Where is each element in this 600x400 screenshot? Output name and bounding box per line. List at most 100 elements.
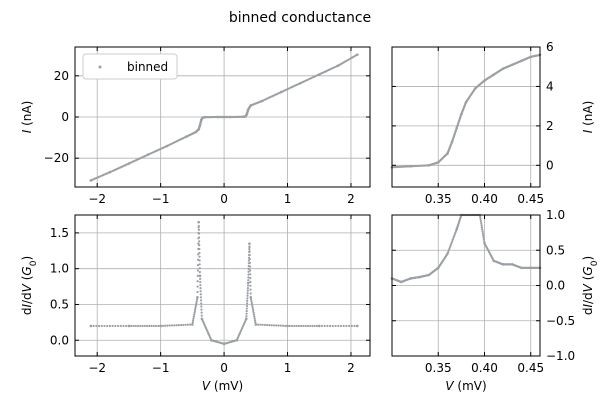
data-point xyxy=(248,250,251,253)
data-point xyxy=(451,240,454,243)
data-point xyxy=(450,242,453,245)
series-binned xyxy=(89,220,359,346)
data-point xyxy=(125,324,128,328)
series-binned xyxy=(390,213,542,284)
data-point xyxy=(196,280,199,283)
data-point xyxy=(122,324,125,328)
data-point xyxy=(290,324,294,328)
data-point xyxy=(195,302,198,305)
data-point xyxy=(108,324,111,328)
data-point xyxy=(177,324,180,327)
data-point xyxy=(317,324,321,328)
axes-frame xyxy=(74,214,371,357)
data-point xyxy=(168,324,171,327)
data-point xyxy=(196,274,199,277)
data-point xyxy=(253,319,257,322)
data-point xyxy=(309,324,312,328)
data-point xyxy=(198,267,201,270)
data-point xyxy=(448,247,451,250)
data-point xyxy=(198,263,201,266)
data-point xyxy=(249,273,252,276)
data-point xyxy=(481,232,484,235)
data-point xyxy=(481,228,484,231)
data-point xyxy=(479,217,482,221)
data-point xyxy=(249,284,252,287)
data-point xyxy=(453,235,456,238)
data-point xyxy=(247,273,250,276)
data-point xyxy=(281,324,285,327)
data-point xyxy=(245,312,248,315)
data-point xyxy=(132,324,135,328)
data-point xyxy=(159,324,162,328)
data-point xyxy=(483,240,486,243)
x-tick-label: 0 xyxy=(220,192,228,206)
data-point xyxy=(198,274,202,278)
data-point xyxy=(200,308,203,311)
data-point xyxy=(127,324,131,328)
data-point xyxy=(97,324,101,328)
data-point xyxy=(199,280,202,284)
data-point xyxy=(320,324,324,328)
data-point xyxy=(246,299,249,302)
data-point xyxy=(199,290,202,293)
data-point xyxy=(247,270,250,273)
data-point xyxy=(284,324,287,327)
data-point xyxy=(480,225,483,229)
data-point xyxy=(197,228,200,231)
x-tick-label: 2 xyxy=(347,361,355,375)
y-tick-label: −0.5 xyxy=(546,314,575,328)
data-point xyxy=(199,299,203,302)
x-tick-label: 0.35 xyxy=(425,361,452,375)
data-point xyxy=(199,277,202,281)
data-point xyxy=(182,323,185,327)
data-point xyxy=(199,287,202,290)
data-point xyxy=(254,321,257,324)
data-point xyxy=(244,317,248,321)
data-point xyxy=(479,219,482,223)
data-point xyxy=(339,324,343,328)
data-point xyxy=(288,324,291,328)
data-point xyxy=(192,315,195,318)
data-point xyxy=(198,251,201,254)
data-point xyxy=(152,324,155,328)
data-point xyxy=(197,236,201,239)
data-point xyxy=(95,324,98,328)
data-point xyxy=(198,244,201,247)
data-point xyxy=(246,294,249,297)
data-point xyxy=(200,302,203,305)
x-axis-label: V (mV) xyxy=(202,379,243,393)
data-point xyxy=(446,252,449,256)
data-point xyxy=(482,234,485,237)
data-point xyxy=(248,261,252,264)
data-point xyxy=(116,324,120,328)
data-point xyxy=(449,243,452,247)
data-point xyxy=(251,303,254,307)
data-point xyxy=(198,259,201,262)
data-point xyxy=(331,324,334,328)
data-point xyxy=(315,324,319,328)
data-point xyxy=(175,324,178,327)
x-tick-label: −1 xyxy=(152,361,170,375)
x-tick-label: −2 xyxy=(88,361,106,375)
y-tick-label: −1.0 xyxy=(546,349,575,363)
data-point xyxy=(356,53,359,56)
x-tick-label: 1 xyxy=(284,361,292,375)
data-point xyxy=(326,324,329,328)
data-point xyxy=(246,297,249,300)
data-point xyxy=(100,324,103,328)
data-point xyxy=(286,324,289,328)
data-point xyxy=(200,311,203,314)
data-point xyxy=(189,323,192,326)
data-point xyxy=(248,265,252,268)
data-point xyxy=(313,324,316,328)
data-point xyxy=(295,324,298,328)
data-point xyxy=(342,324,345,328)
data-point xyxy=(143,324,146,328)
data-point xyxy=(130,324,133,328)
data-point xyxy=(302,324,305,328)
chart-panel-didv-full: −2 −1 0 1 2 0.0 0.5 1.0 1.5 dI/dV (G0) V (mV) xyxy=(20,214,371,393)
data-point xyxy=(199,283,202,287)
data-point xyxy=(249,269,252,272)
y-tick-label: 6 xyxy=(546,40,554,54)
